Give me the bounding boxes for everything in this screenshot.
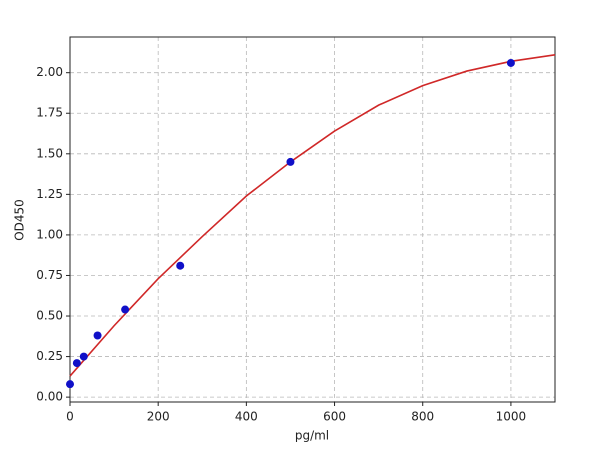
data-point <box>176 261 185 270</box>
fit-curve <box>69 54 556 377</box>
y-tick-label: 1.25 <box>36 187 63 201</box>
y-tick-label: 0.25 <box>36 349 63 363</box>
x-tick-label: 200 <box>147 410 170 424</box>
y-tick-label: 0.00 <box>36 390 63 404</box>
data-point <box>79 352 88 361</box>
y-axis-label: OD450 <box>13 199 27 241</box>
data-point <box>66 380 74 389</box>
y-tick-label: 1.75 <box>36 106 63 120</box>
y-tick-label: 0.50 <box>36 309 63 323</box>
x-tick-label: 1000 <box>496 410 527 424</box>
y-tick-label: 2.00 <box>36 65 63 79</box>
y-tick-label: 1.00 <box>36 227 63 241</box>
x-tick-label: 600 <box>323 410 346 424</box>
x-tick-label: 0 <box>66 410 74 424</box>
x-tick-label: 800 <box>411 410 434 424</box>
y-tick-label: 0.75 <box>36 268 63 282</box>
data-point <box>286 157 295 166</box>
data-point <box>93 331 102 340</box>
y-tick-label: 1.50 <box>36 146 63 160</box>
x-axis-label: pg/ml <box>295 429 329 443</box>
plot-frame <box>69 36 556 403</box>
data-point <box>506 58 515 67</box>
data-point <box>121 305 130 314</box>
data-point <box>72 359 81 368</box>
x-tick-label: 400 <box>235 410 258 424</box>
